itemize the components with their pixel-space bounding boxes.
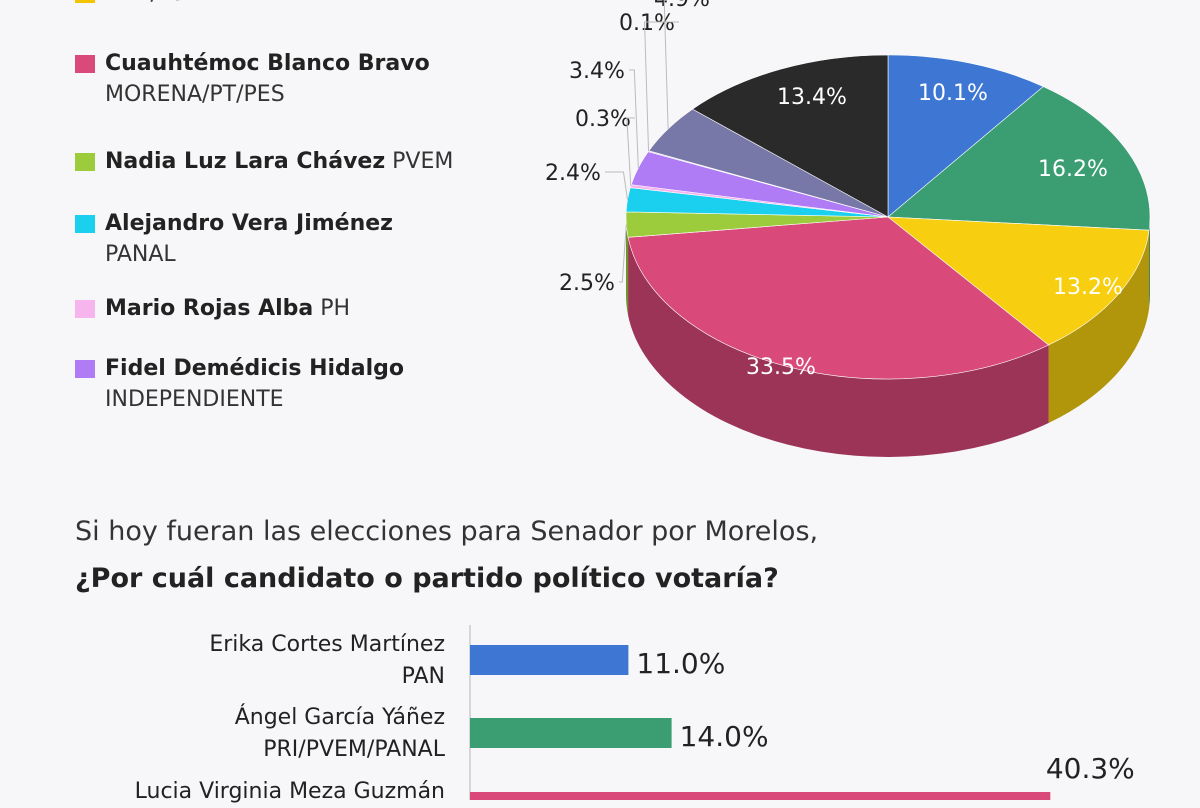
candidate-name: Ángel García Yáñez <box>234 705 445 730</box>
pie-slice <box>887 54 1044 218</box>
pie-data-label: 0.1% <box>619 11 675 36</box>
leader-line <box>644 21 679 152</box>
pie-slice <box>887 86 1151 231</box>
pie-slice-side <box>628 237 1049 458</box>
legend-swatch <box>75 153 95 171</box>
pie-slice-side <box>626 217 629 316</box>
pie-slice-side <box>1149 217 1150 309</box>
pie-slice <box>887 216 1150 346</box>
bar <box>470 792 1051 800</box>
legend-name: Fidel Demédicis Hidalgo <box>105 356 405 381</box>
bar-category-label: Ángel García Yáñez PRI/PVEM/PANAL <box>235 702 445 766</box>
bar-chart-subtitle: ¿Por cuál candidato o partido político v… <box>75 563 779 594</box>
legend-party: PH <box>320 296 351 321</box>
bar-data-label: 14.0% <box>680 720 769 753</box>
legend-name: Nadia Luz Lara Chávez <box>105 149 386 174</box>
legend-name: Alejandro Vera Jiménez <box>105 211 393 236</box>
candidate-name: Lucia Virginia Meza Guzmán <box>134 779 445 804</box>
pie-data-label: 13.4% <box>777 85 847 110</box>
bar <box>470 645 629 675</box>
legend-party: MORENA/PT/PES <box>105 82 285 107</box>
leader-line <box>626 117 635 187</box>
leader-line <box>629 69 639 168</box>
candidate-party: PAN <box>401 664 445 689</box>
legend-party: PANAL <box>105 242 176 267</box>
pie-slice <box>627 216 1050 380</box>
bar <box>470 718 672 748</box>
legend-swatch <box>75 360 95 378</box>
pie-data-label: 10.1% <box>918 81 988 106</box>
pie-data-label: 33.5% <box>746 355 816 380</box>
legend-swatch <box>75 300 95 318</box>
pie-data-label: 3.4% <box>569 59 625 84</box>
bar-category-label: Lucia Virginia Meza Guzmán <box>135 776 445 808</box>
legend-swatch <box>75 215 95 233</box>
pie-data-label: 2.5% <box>559 271 615 296</box>
legend-party: PVEM <box>392 149 454 174</box>
leader-line <box>663 0 669 129</box>
bar-category-label: Erika Cortes Martínez PAN <box>209 629 445 693</box>
legend-name: Cuauhtémoc Blanco Bravo <box>105 51 430 76</box>
legend-swatch <box>75 0 95 3</box>
leader-line <box>605 171 628 200</box>
pie-data-label: 13.2% <box>1053 275 1123 300</box>
bar-data-label: 40.3% <box>1046 752 1135 785</box>
pie-data-label: 0.3% <box>575 107 631 132</box>
legend-name: Mario Rojas Alba <box>105 296 314 321</box>
legend-swatch <box>75 55 95 73</box>
pie-data-label: 2.4% <box>545 161 601 186</box>
pie-slice-side <box>1048 230 1150 424</box>
bar-chart-title: Si hoy fueran las elecciones para Senado… <box>75 516 819 547</box>
legend-party: PRD/PSD <box>105 0 202 9</box>
candidate-party: PRI/PVEM/PANAL <box>263 737 445 762</box>
bar-data-label: 11.0% <box>636 647 725 680</box>
pie-data-label: 4.9% <box>654 0 710 12</box>
candidate-name: Erika Cortes Martínez <box>209 632 445 657</box>
pie-slice <box>691 54 889 218</box>
legend-party: INDEPENDIENTE <box>105 387 284 412</box>
pie-data-label: 16.2% <box>1038 157 1108 182</box>
leader-line <box>619 224 627 283</box>
